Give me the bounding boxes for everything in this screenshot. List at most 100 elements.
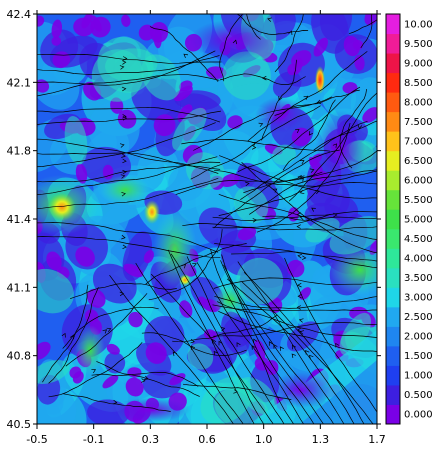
streamline-arrow (381, 133, 385, 137)
colorbar: 0.000 0.500 1.000 1.500 2.000 2.500 3.000 3.500… (385, 13, 433, 425)
colorbar-swatch (386, 267, 400, 288)
y-tick-label: 40.5 (7, 418, 32, 431)
streamline-arrow (301, 255, 307, 260)
streamline-arrow (299, 189, 305, 195)
streamline (212, 211, 377, 221)
x-tick-label: 1.0 (255, 433, 273, 446)
colorbar-label: 1.500 (404, 351, 433, 362)
colorbar-frame (385, 13, 401, 425)
field-cluster (255, 97, 305, 133)
streamline (223, 264, 335, 424)
streamline (214, 243, 377, 268)
streamline-arrow (218, 340, 223, 346)
field-blob (75, 246, 95, 267)
field-blob (271, 144, 296, 165)
colorbar-label: 9.000 (404, 58, 433, 69)
streamline-arrow (258, 122, 264, 127)
streamline (262, 215, 377, 221)
field-blob (254, 356, 270, 371)
colorbar-swatch (386, 345, 400, 366)
field-blob (187, 343, 214, 370)
colorbar-swatch (386, 384, 400, 405)
streamline-arrow (288, 30, 293, 36)
streamline (148, 229, 223, 301)
streamline-arrow (309, 168, 315, 173)
streamline-arrow (121, 191, 126, 197)
streamline (219, 14, 244, 82)
field-highlight (153, 210, 197, 290)
streamline-arrow (181, 264, 187, 269)
x-tick-label: 1.7 (368, 433, 386, 446)
streamline (170, 253, 265, 424)
streamline-arrow (249, 0, 253, 1)
streamline (182, 213, 331, 228)
streamline-arrow (144, 375, 149, 380)
colorbar-swatch (386, 404, 400, 425)
streamline-arrow (91, 369, 97, 374)
streamline-arrow (332, 143, 338, 148)
streamline (339, 89, 367, 169)
streamline (37, 53, 222, 64)
streamline (181, 139, 331, 152)
x-tick-label: 1.3 (312, 433, 330, 446)
field-cluster (110, 398, 190, 422)
field-blob (64, 116, 88, 165)
streamline (37, 122, 216, 168)
field-blob (37, 268, 74, 314)
field-blob (172, 107, 207, 151)
x-tick-label: -0.5 (26, 433, 47, 446)
streamline (241, 161, 377, 254)
field-blob (236, 257, 284, 305)
colorbar-swatch (386, 287, 400, 308)
field-region (300, 360, 377, 424)
field-blob (128, 311, 143, 328)
streamline-arrow (299, 175, 305, 180)
streamline-arrow (297, 175, 302, 180)
streamline-arrow (220, 326, 226, 332)
streamline-arrow (267, 17, 272, 22)
streamline-arrow (213, 350, 218, 356)
field-blob (46, 251, 62, 271)
streamline-arrow (245, 181, 250, 187)
colorbar-label: 6.000 (404, 176, 433, 187)
y-tick-label: 40.8 (7, 350, 32, 363)
streamline (237, 261, 345, 424)
streamline-arrow (119, 143, 125, 148)
field-blob (291, 127, 311, 147)
streamline-arrow (232, 39, 238, 45)
y-tick-label: 41.1 (7, 281, 32, 294)
streamline-arrow (190, 338, 195, 344)
field-blob (352, 39, 364, 50)
colorbar-swatch (386, 365, 400, 386)
streamline (246, 14, 261, 40)
streamline (37, 74, 220, 97)
streamline (360, 14, 373, 49)
streamline (172, 315, 278, 343)
colorbar-label: 4.000 (404, 254, 433, 265)
field-blob (37, 360, 70, 384)
streamline (37, 177, 219, 209)
colorbar-label: 10.00 (404, 19, 433, 30)
streamline (65, 293, 148, 367)
y-tick-label: 41.8 (7, 145, 32, 158)
y-axis: 40.5 40.8 41.1 41.4 41.8 42.1 42.4 (7, 8, 381, 431)
streamline (288, 92, 377, 202)
field-blob (37, 15, 45, 27)
colorbar-swatch (386, 209, 400, 230)
streamline-arrow (251, 345, 256, 350)
x-tick-label: -0.1 (83, 433, 104, 446)
streamline-arrow (303, 95, 309, 100)
streamline-arrow (297, 293, 302, 299)
field-blob (51, 19, 63, 39)
streamline-arrow (299, 330, 305, 335)
x-axis: -0.5 -0.1 0.3 0.6 1.0 1.3 1.7 (26, 10, 386, 446)
heatmap-field (37, 14, 377, 424)
streamline (219, 155, 377, 199)
field-blob (121, 14, 131, 27)
field-blob (51, 36, 62, 46)
streamline-arrow (236, 342, 241, 347)
streamline-arrow (106, 327, 112, 333)
colorbar-swatch (386, 14, 400, 35)
streamline-arrow (121, 234, 126, 240)
